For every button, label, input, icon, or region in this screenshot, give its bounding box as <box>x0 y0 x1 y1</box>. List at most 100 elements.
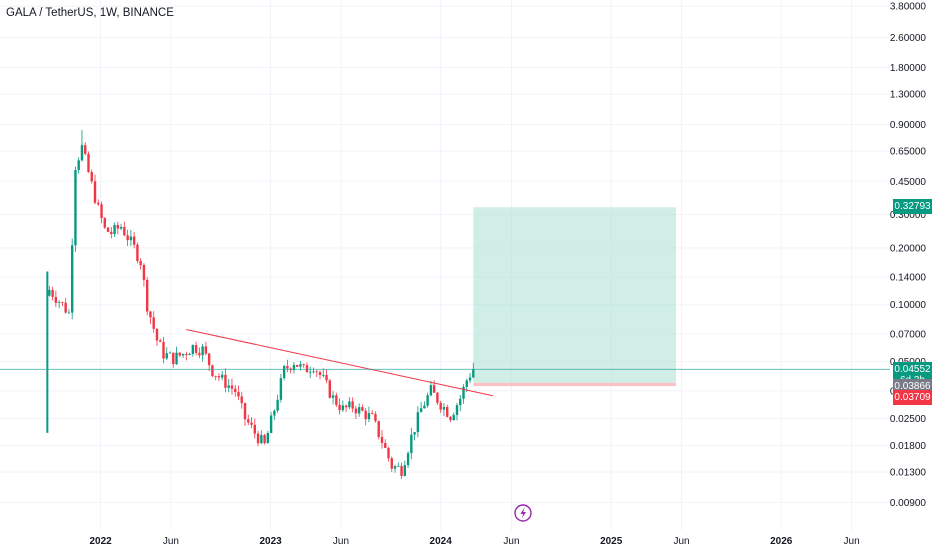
candle <box>312 367 315 374</box>
candle <box>230 378 234 395</box>
candle <box>335 392 338 408</box>
candle <box>367 406 371 423</box>
candle <box>410 427 413 460</box>
lightning-icon[interactable] <box>514 504 532 522</box>
candle <box>426 392 429 408</box>
candle <box>436 391 439 405</box>
candle <box>256 430 260 447</box>
candle <box>455 402 459 421</box>
candle <box>237 385 240 401</box>
candle <box>292 362 296 374</box>
time-tick-label: 2026 <box>770 536 793 547</box>
candle <box>165 347 168 360</box>
candle <box>224 368 227 393</box>
candle <box>178 352 181 358</box>
candle <box>309 366 312 379</box>
candle <box>299 360 302 371</box>
price-tick-label: 2.60000 <box>890 33 927 44</box>
price-tick-label: 0.01300 <box>890 468 927 479</box>
candle <box>155 327 159 346</box>
candle <box>162 336 165 364</box>
candle <box>234 385 237 397</box>
candle <box>129 229 133 247</box>
candle <box>103 217 106 230</box>
profit-target-zone[interactable] <box>473 207 676 383</box>
candle <box>132 231 136 249</box>
price-tick-label: 3.80000 <box>890 2 927 13</box>
candle <box>348 397 351 410</box>
candle <box>240 391 243 409</box>
time-tick-label: 2023 <box>260 536 283 547</box>
candle <box>413 432 416 441</box>
time-axis[interactable]: 2022 Jun 2023 Jun 2024 Jun 2025 Jun 2026 Jun <box>89 536 859 547</box>
price-tick-label: 0.01800 <box>890 441 927 452</box>
candle <box>423 401 426 409</box>
candle <box>397 462 400 467</box>
candle <box>374 411 377 423</box>
candle <box>390 456 393 473</box>
candle <box>136 242 139 264</box>
candle <box>260 430 263 445</box>
candle <box>439 400 442 413</box>
candle <box>459 395 462 412</box>
candle <box>384 439 387 449</box>
candle <box>113 222 116 237</box>
candle <box>462 384 465 404</box>
candle <box>432 380 436 393</box>
price-tick-label: 0.00900 <box>890 498 927 509</box>
candle <box>387 446 390 462</box>
candle <box>253 418 256 439</box>
price-tick-label: 0.07000 <box>890 330 927 341</box>
candle <box>48 285 51 297</box>
candle <box>110 226 113 239</box>
candle <box>377 420 380 440</box>
candle <box>393 464 397 473</box>
candle <box>211 364 214 378</box>
candle <box>175 346 178 366</box>
candle <box>273 409 276 420</box>
candle <box>276 394 279 413</box>
candle <box>338 398 341 415</box>
candle <box>331 391 335 405</box>
candle <box>282 364 286 381</box>
candle <box>380 430 384 449</box>
candle <box>198 347 201 359</box>
candle <box>227 379 230 393</box>
candle <box>214 375 217 381</box>
candle <box>90 169 93 184</box>
candle <box>106 226 110 233</box>
price-tick-label: 0.30000 <box>890 210 927 221</box>
candle <box>217 373 221 382</box>
candle <box>322 368 325 378</box>
time-tick-label: Jun <box>163 536 179 547</box>
candle <box>93 174 97 205</box>
candle <box>318 370 322 380</box>
candle <box>406 450 410 469</box>
candle <box>286 359 289 373</box>
candle <box>472 362 475 379</box>
entry-price-tag: 0.03866 <box>893 378 932 394</box>
candle <box>344 404 348 412</box>
candle <box>269 411 273 434</box>
candle <box>207 353 211 372</box>
stop-loss-zone[interactable] <box>473 382 676 387</box>
candle <box>61 301 64 307</box>
descending-trendline[interactable] <box>186 328 493 397</box>
candle <box>172 352 175 368</box>
candle <box>77 157 80 174</box>
candle <box>403 460 407 477</box>
candle <box>243 402 247 426</box>
price-tick-label: 0.10000 <box>890 300 927 311</box>
candle <box>70 238 74 320</box>
candle <box>247 414 250 426</box>
time-tick-label: Jun <box>503 536 519 547</box>
candle <box>54 290 58 307</box>
candle <box>142 263 146 287</box>
candle <box>119 223 123 231</box>
candle <box>139 258 142 270</box>
candle <box>188 352 191 356</box>
candle <box>305 362 309 373</box>
candle <box>116 221 120 235</box>
price-axis[interactable]: 3.80000 2.60000 1.80000 1.30000 0.90000 0.650… <box>890 2 927 509</box>
